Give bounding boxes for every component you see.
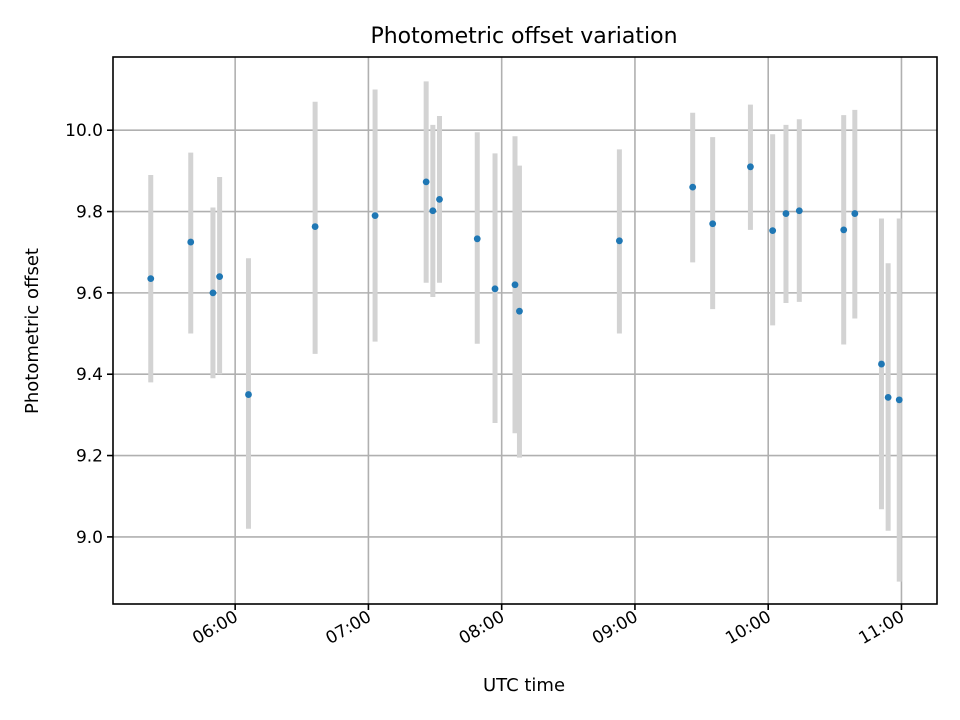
data-point — [709, 220, 717, 228]
y-tick-label: 9.0 — [76, 528, 103, 548]
x-tick-label: 09:00 — [589, 607, 641, 649]
data-point — [371, 212, 379, 220]
data-point — [209, 289, 217, 297]
data-point — [422, 178, 430, 186]
data-point — [895, 396, 903, 404]
y-tick-label: 9.8 — [76, 203, 103, 223]
data-point — [436, 195, 443, 203]
grid-layer — [113, 57, 937, 604]
data-point — [511, 281, 519, 289]
data-point — [216, 273, 224, 281]
x-tick-label: 08:00 — [456, 607, 508, 649]
x-tick-label: 11:00 — [856, 607, 908, 649]
chart-title: Photometric offset variation — [370, 24, 677, 49]
data-point — [311, 223, 319, 230]
data-point — [187, 238, 195, 246]
data-point — [769, 227, 777, 235]
data-point — [147, 275, 155, 283]
point-layer — [147, 163, 903, 404]
data-point — [245, 391, 252, 398]
y-tick-label: 9.2 — [76, 447, 103, 467]
x-tick-label: 06:00 — [189, 607, 241, 649]
y-axis-label: Photometric offset — [22, 248, 43, 414]
x-axis-label: UTC time — [483, 675, 565, 696]
data-point — [491, 285, 499, 293]
data-point — [747, 163, 754, 171]
data-point — [429, 207, 437, 215]
data-point — [795, 207, 803, 215]
plot-frame — [112, 56, 938, 605]
data-point — [782, 210, 790, 217]
data-point — [878, 360, 885, 368]
data-point — [884, 394, 892, 401]
y-tick-label: 9.4 — [76, 365, 103, 385]
x-tick-label: 10:00 — [722, 607, 774, 649]
data-point — [840, 226, 848, 234]
data-point — [516, 307, 523, 315]
data-point — [689, 183, 697, 191]
y-tick-label: 9.6 — [76, 284, 103, 304]
errorbar-layer — [148, 81, 902, 582]
x-tick-label: 07:00 — [322, 607, 374, 649]
data-point — [615, 237, 623, 245]
data-point — [851, 210, 859, 217]
y-tick-label: 10.0 — [65, 121, 103, 141]
data-point — [473, 235, 481, 243]
